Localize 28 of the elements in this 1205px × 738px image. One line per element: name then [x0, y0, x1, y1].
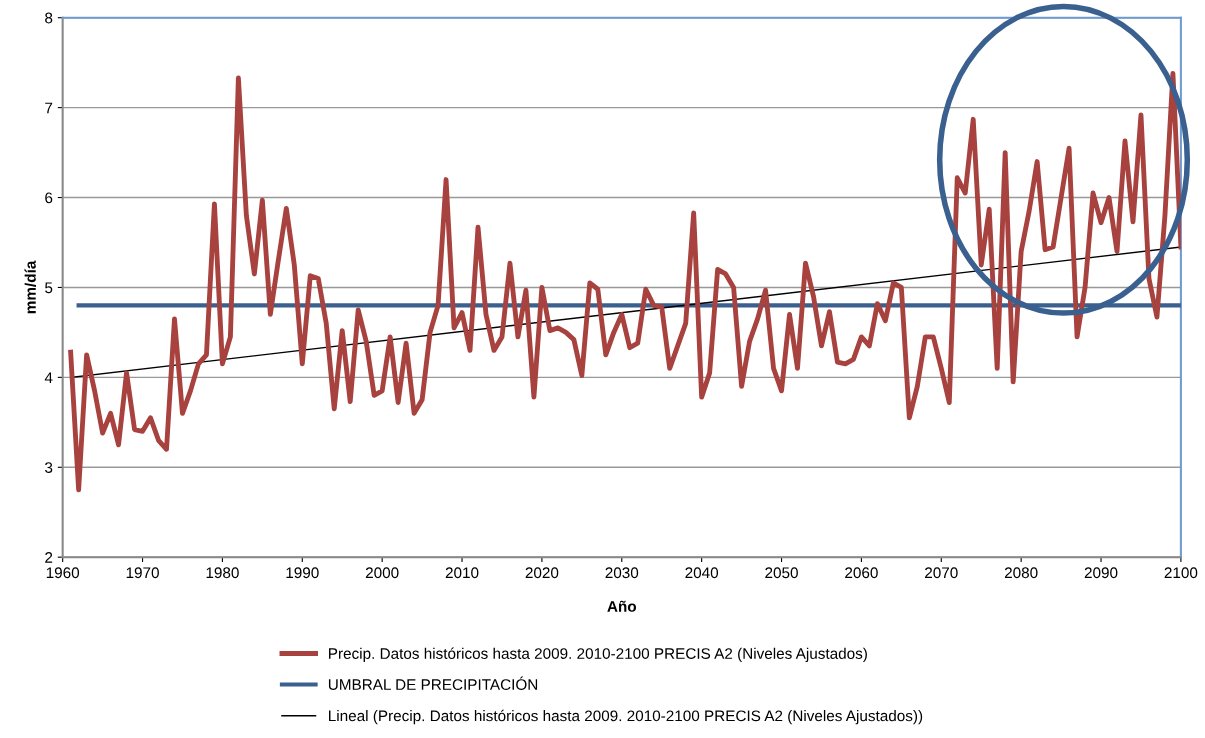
y-tick-label: 8: [45, 12, 53, 24]
x-tick-label: 2100: [1164, 567, 1198, 579]
x-tick-label: 2000: [365, 567, 399, 579]
legend-label: Lineal (Precip. Datos históricos hasta 2009. 2010-2100 PRECIS A2 (Niveles Ajustados)): [329, 709, 923, 725]
y-tick-label: 5: [45, 282, 53, 294]
x-tick-label: 2010: [445, 567, 479, 579]
x-tick-label: 2030: [605, 567, 639, 579]
x-tick-label: 2040: [685, 567, 719, 579]
x-tick-label: 1990: [286, 567, 319, 579]
y-tick-label: 4: [44, 372, 53, 383]
x-tick-label: 2060: [845, 567, 878, 579]
y-tick-label: 2: [45, 552, 53, 563]
x-tick-label: 2080: [1004, 567, 1038, 579]
x-tick-label: 1960: [46, 567, 80, 579]
y-tick-label: 3: [45, 462, 53, 473]
x-tick-label: 1980: [206, 567, 239, 579]
y-axis-title: mm/día: [24, 260, 37, 314]
line-series: [68, 71, 1181, 493]
x-tick-label: 2070: [925, 567, 958, 579]
legend-label: Precip. Datos históricos hasta 2009. 2010-2100 PRECIS A2 (Niveles Ajustados): [329, 647, 867, 662]
x-axis-title: Año: [607, 600, 637, 612]
x-tick-label: 1970: [126, 567, 159, 579]
x-tick-label: 2020: [525, 567, 559, 579]
legend-label: UMBRAL DE PRECIPITACIÓN: [328, 676, 538, 690]
x-tick-label: 2050: [765, 567, 798, 579]
x-tick-label: 2090: [1084, 567, 1118, 579]
y-tick-label: 7: [45, 102, 53, 114]
y-tick-label: 6: [45, 192, 53, 204]
